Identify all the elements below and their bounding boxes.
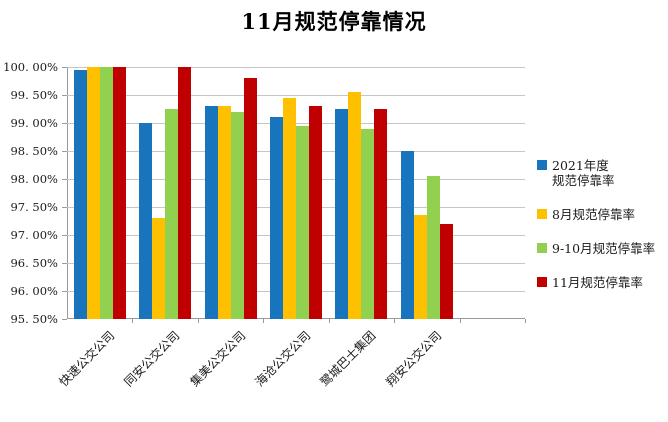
y-gridline	[67, 123, 525, 124]
y-axis-tick-label: 96. 00%	[10, 284, 58, 298]
y-axis-tick-label: 96. 50%	[10, 256, 58, 270]
bar-海沧公交公司-series1	[283, 97, 296, 319]
bar-鹭城巴士集团-series1	[348, 92, 362, 319]
legend-label: 9-10月规范停靠率	[552, 241, 656, 256]
chart-title: 11月规范停靠情况	[241, 9, 427, 34]
plot-area	[67, 67, 525, 319]
bar-鹭城巴士集团-series0	[335, 109, 349, 319]
x-axis-tick-mark	[263, 319, 265, 323]
x-axis-label: 鹭城巴士集团	[317, 328, 379, 390]
x-axis-tick-mark	[328, 319, 330, 323]
x-axis-label: 海沧公交公司	[252, 328, 314, 390]
x-axis-tick-mark	[525, 319, 526, 323]
y-axis-tick-mark	[62, 319, 67, 320]
bar-鹭城巴士集团-series2	[361, 128, 375, 319]
y-axis-tick-mark	[62, 123, 67, 124]
x-axis-label: 集美公交公司	[187, 328, 248, 390]
legend-label: 2021年度 规范停靠率	[552, 158, 615, 188]
bar-海沧公交公司-series2	[296, 125, 309, 319]
x-axis-label: 翔安公交公司	[383, 328, 445, 390]
bar-快速公交公司-series2	[99, 67, 113, 319]
y-axis-tick-label: 99. 00%	[10, 116, 58, 130]
y-axis-tick-mark	[62, 291, 67, 292]
bar-海沧公交公司-series0	[270, 117, 283, 319]
x-axis-tick-mark	[459, 319, 461, 323]
y-axis-tick-mark	[62, 235, 67, 236]
bar-同安公交公司-series1	[152, 218, 166, 319]
bar-翔安公交公司-series1	[413, 215, 427, 319]
y-axis-tick-label: 100. 00%	[3, 60, 58, 74]
legend-label: 8月规范停靠率	[552, 207, 635, 222]
y-axis-tick-label: 99. 50%	[10, 88, 58, 102]
y-axis-tick-label: 97. 00%	[10, 228, 58, 242]
bar-集美公交公司-series3	[243, 78, 257, 319]
bar-快速公交公司-series1	[86, 67, 100, 319]
bar-集美公交公司-series2	[230, 111, 244, 319]
y-axis-tick-mark	[62, 67, 67, 68]
bar-海沧公交公司-series3	[309, 106, 322, 319]
y-axis-tick-mark	[62, 95, 67, 96]
y-axis-tick-mark	[62, 179, 67, 180]
legend-item-0: 2021年度 规范停靠率	[537, 158, 665, 188]
bar-同安公交公司-series0	[139, 123, 153, 319]
legend-item-1: 8月规范停靠率	[537, 207, 665, 222]
bar-集美公交公司-series0	[204, 106, 218, 319]
x-axis-tick-mark	[394, 319, 396, 323]
bar-快速公交公司-series3	[112, 67, 126, 319]
legend-swatch-icon	[537, 160, 547, 170]
bar-集美公交公司-series1	[217, 106, 231, 319]
legend-item-2: 9-10月规范停靠率	[537, 241, 665, 256]
x-axis-label: 同安公交公司	[121, 328, 183, 390]
x-axis-label: 快速公交公司	[56, 328, 118, 390]
bar-翔安公交公司-series0	[400, 151, 414, 319]
bar-鹭城巴士集团-series3	[374, 109, 388, 319]
bar-翔安公交公司-series3	[439, 223, 453, 319]
y-axis-tick-label: 97. 50%	[10, 200, 58, 214]
y-axis-line	[67, 67, 68, 319]
y-gridline	[67, 95, 525, 96]
bar-翔安公交公司-series2	[426, 176, 440, 319]
y-axis-tick-label: 98. 00%	[10, 172, 58, 186]
y-gridline	[67, 67, 525, 68]
y-axis-tick-mark	[62, 263, 67, 264]
legend-swatch-icon	[537, 243, 547, 253]
bar-快速公交公司-series0	[73, 69, 87, 319]
x-axis-tick-mark	[197, 319, 199, 323]
legend-item-3: 11月规范停靠率	[537, 275, 665, 290]
legend: 2021年度 规范停靠率 8月规范停靠率 9-10月规范停靠率 11月规范停靠率	[537, 158, 665, 290]
x-axis-tick-mark	[132, 319, 134, 323]
bar-同安公交公司-series3	[178, 67, 192, 319]
y-axis-tick-label: 98. 50%	[10, 144, 58, 158]
y-axis-tick-label: 95. 50%	[10, 312, 58, 326]
y-axis-tick-mark	[62, 151, 67, 152]
legend-swatch-icon	[537, 209, 547, 219]
bar-同安公交公司-series2	[165, 109, 179, 319]
legend-swatch-icon	[537, 277, 547, 287]
legend-label: 11月规范停靠率	[552, 275, 643, 290]
y-axis-tick-mark	[62, 207, 67, 208]
